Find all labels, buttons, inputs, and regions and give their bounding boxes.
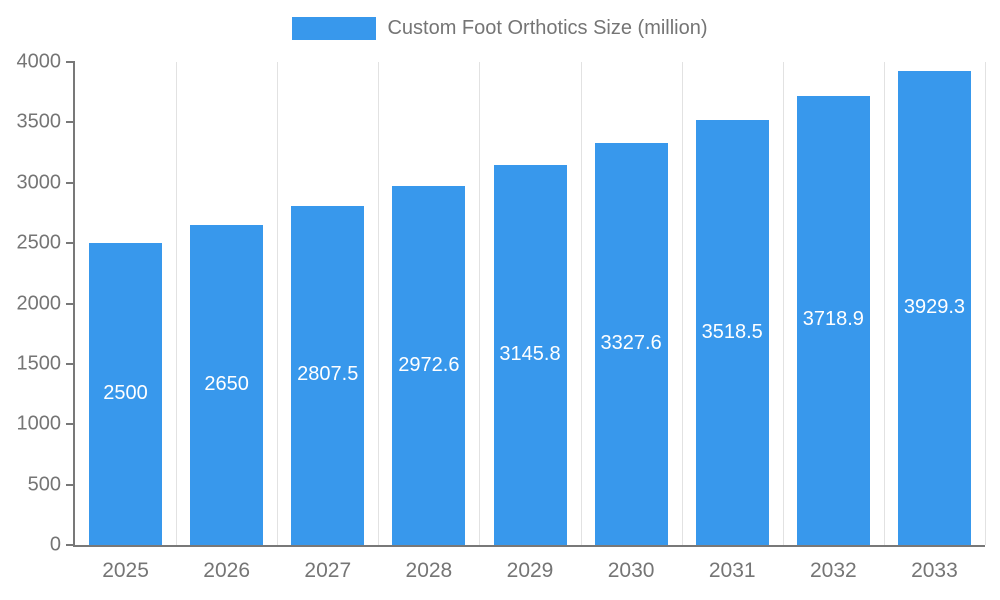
- bar-value-label: 3718.9: [802, 308, 864, 331]
- bar-value-label: 3145.8: [499, 343, 561, 366]
- legend-color-swatch-icon: [292, 17, 377, 40]
- x-axis-label: 2029: [506, 559, 554, 582]
- y-axis-tick: [66, 242, 75, 245]
- y-axis-tick-label: 4000: [16, 50, 62, 73]
- gridline: [479, 62, 481, 545]
- x-axis-label: 2025: [102, 559, 149, 582]
- legend[interactable]: Custom Foot Orthotics Size (million): [0, 17, 1000, 40]
- x-axis-label: 2030: [607, 559, 655, 582]
- x-axis-label: 2032: [809, 559, 857, 582]
- bar-value-label: 2650: [204, 373, 249, 395]
- y-axis-tick: [66, 302, 75, 305]
- bar-value-label: 2972.6: [398, 353, 460, 376]
- bar-2025[interactable]: [89, 243, 163, 545]
- gridline: [580, 62, 582, 545]
- y-axis-tick-label: 2000: [16, 292, 62, 314]
- y-axis-tick-label: 3000: [16, 171, 62, 194]
- x-axis-label: 2027: [304, 559, 352, 582]
- y-axis-tick: [66, 423, 75, 426]
- bar-2031[interactable]: [695, 120, 769, 545]
- bar-value-label: 2500: [103, 382, 148, 405]
- gridline: [277, 62, 279, 545]
- y-axis-tick-label: 3500: [16, 110, 62, 133]
- bar-2033[interactable]: [897, 70, 971, 545]
- y-axis-tick-label: 1500: [16, 352, 62, 375]
- y-axis-tick: [66, 544, 75, 546]
- y-axis-tick: [66, 483, 75, 486]
- y-axis-tick: [66, 121, 75, 124]
- bar-2030[interactable]: [594, 143, 668, 545]
- legend-label: Custom Foot Orthotics Size (million): [387, 17, 708, 39]
- x-axis-line: [73, 545, 985, 547]
- gridline: [681, 62, 683, 545]
- y-axis-tick-label: 500: [27, 473, 61, 496]
- bar-2032[interactable]: [796, 95, 870, 545]
- y-axis-tick-label: 1000: [16, 412, 62, 435]
- bar-value-label: 3929.3: [903, 295, 966, 318]
- bar-value-label: 2807.5: [297, 363, 359, 386]
- y-axis-line: [73, 62, 75, 547]
- y-axis-tick: [66, 61, 75, 63]
- bar-2029[interactable]: [493, 165, 567, 545]
- gridline: [176, 62, 178, 545]
- gridline: [985, 62, 986, 545]
- x-axis-label: 2028: [405, 559, 453, 582]
- bar-2027[interactable]: [291, 205, 365, 545]
- y-axis-tick: [66, 181, 75, 184]
- y-axis-tick-label: 0: [49, 533, 61, 556]
- x-axis-label: 2031: [708, 559, 756, 582]
- y-axis-tick-label: 2500: [16, 231, 62, 254]
- y-axis-tick: [66, 362, 75, 365]
- bar-value-label: 3327.6: [600, 332, 662, 355]
- gridline: [782, 62, 784, 545]
- bar-2028[interactable]: [392, 186, 466, 545]
- gridline: [378, 62, 380, 545]
- x-axis-label: 2026: [203, 559, 251, 582]
- bar-2026[interactable]: [190, 225, 264, 545]
- x-axis-label: 2033: [911, 559, 958, 582]
- gridline: [883, 62, 885, 545]
- bar-value-label: 3518.5: [701, 320, 763, 343]
